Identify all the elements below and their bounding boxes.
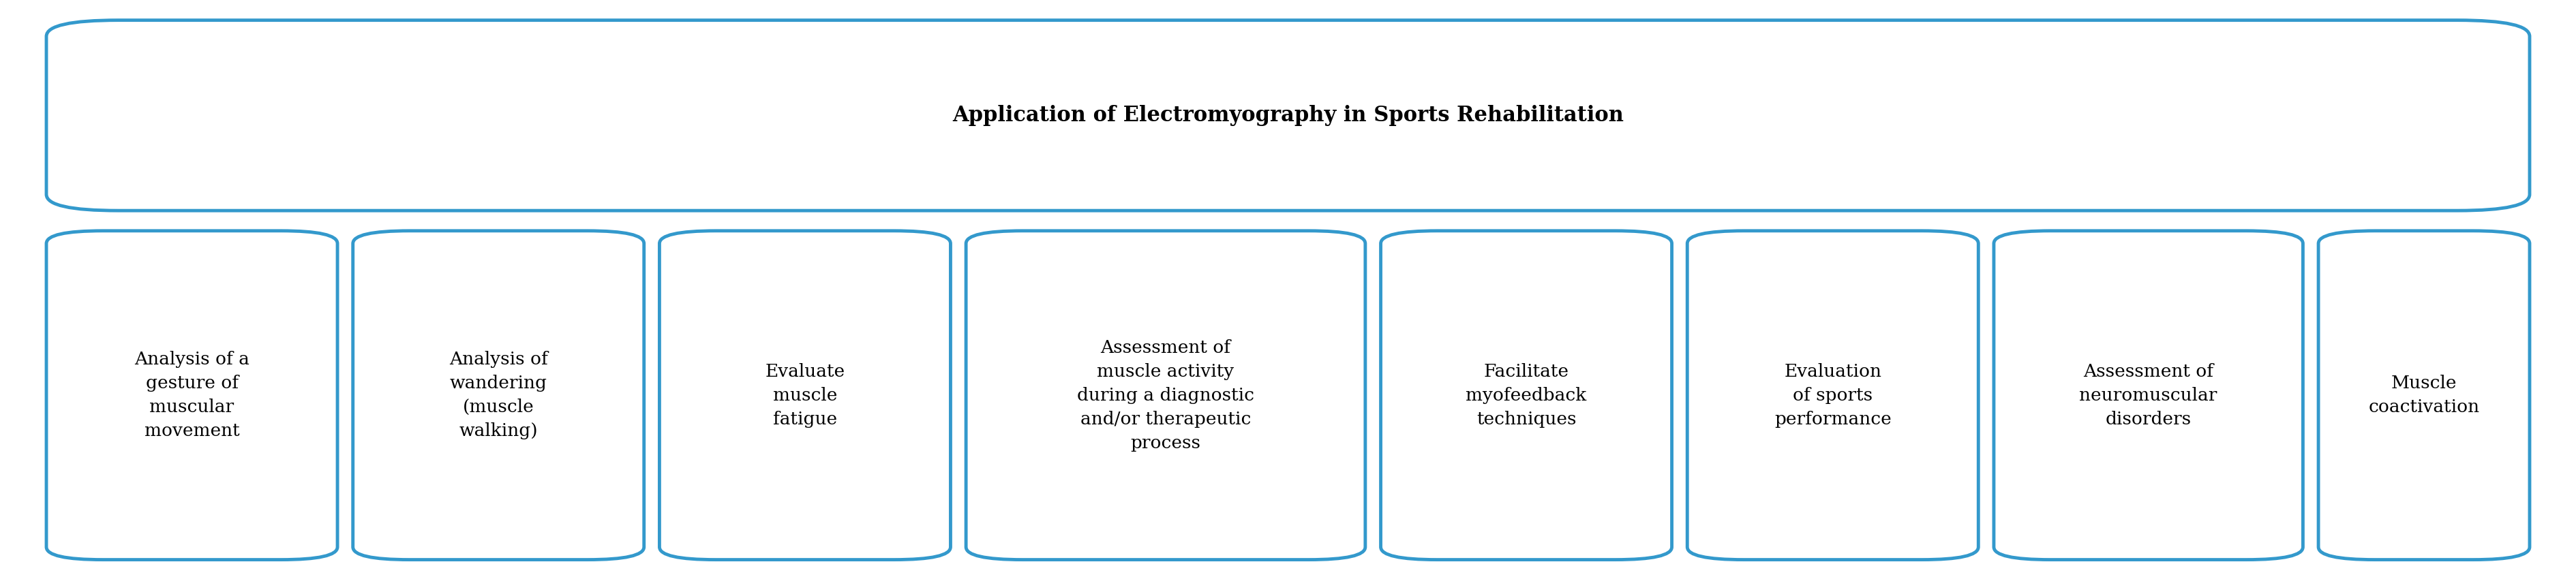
Text: Application of Electromyography in Sports Rehabilitation: Application of Electromyography in Sport… — [953, 105, 1623, 126]
FancyBboxPatch shape — [46, 231, 337, 560]
FancyBboxPatch shape — [1687, 231, 1978, 560]
FancyBboxPatch shape — [46, 20, 2530, 211]
FancyBboxPatch shape — [966, 231, 1365, 560]
Text: Analysis of
wandering
(muscle
walking): Analysis of wandering (muscle walking) — [448, 351, 549, 440]
FancyBboxPatch shape — [353, 231, 644, 560]
Text: Assessment of
muscle activity
during a diagnostic
and/or therapeutic
process: Assessment of muscle activity during a d… — [1077, 339, 1255, 451]
FancyBboxPatch shape — [1994, 231, 2303, 560]
Text: Evaluate
muscle
fatigue: Evaluate muscle fatigue — [765, 363, 845, 428]
Text: Assessment of
neuromuscular
disorders: Assessment of neuromuscular disorders — [2079, 363, 2218, 428]
Text: Muscle
coactivation: Muscle coactivation — [2367, 375, 2481, 415]
Text: Evaluation
of sports
performance: Evaluation of sports performance — [1775, 363, 1891, 428]
FancyBboxPatch shape — [1381, 231, 1672, 560]
FancyBboxPatch shape — [2318, 231, 2530, 560]
Text: Facilitate
myofeedback
techniques: Facilitate myofeedback techniques — [1466, 363, 1587, 428]
FancyBboxPatch shape — [659, 231, 951, 560]
Text: Analysis of a
gesture of
muscular
movement: Analysis of a gesture of muscular moveme… — [134, 351, 250, 440]
